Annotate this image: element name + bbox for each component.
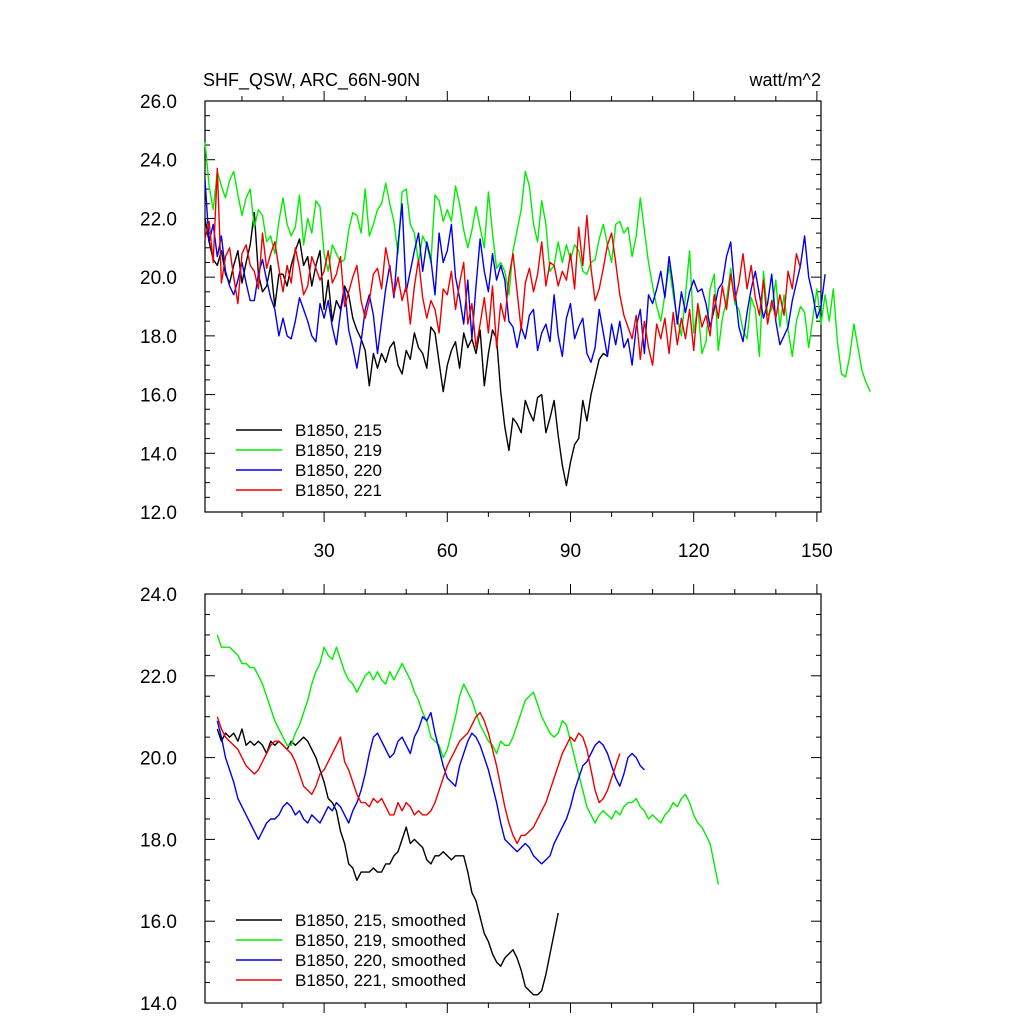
y-tick-label: 16.0 <box>140 386 177 407</box>
x-tick-label: 30 <box>314 541 335 562</box>
bottom-panel: 14.0 16.0 18.0 20.0 22.0 24.0 B1850, 215, smoo… <box>140 584 822 1015</box>
legend-label: B1850, 215 <box>295 421 382 440</box>
legend-label: B1850, 221, smoothed <box>295 971 466 990</box>
y-tick-label: 22.0 <box>140 209 177 230</box>
x-tick-label: 90 <box>560 541 581 562</box>
series-line <box>204 180 826 369</box>
legend-label: B1850, 220 <box>295 461 382 480</box>
series-line <box>204 211 608 487</box>
legend-label: B1850, 219, smoothed <box>295 931 466 950</box>
chart-title: SHF_QSW, ARC_66N-90N <box>203 70 420 91</box>
legend-label: B1850, 219 <box>295 441 382 460</box>
x-tick-label: 60 <box>437 541 458 562</box>
x-tick-label: 150 <box>801 541 833 562</box>
series-line <box>204 167 802 366</box>
y-tick-label: 18.0 <box>140 830 177 851</box>
y-tick-label: 20.0 <box>140 749 177 770</box>
y-tick-label: 22.0 <box>140 667 177 688</box>
units-label: watt/m^2 <box>749 70 821 90</box>
y-tick-label: 20.0 <box>140 268 177 289</box>
y-tick-label: 16.0 <box>140 912 177 933</box>
y-tick-label: 26.0 <box>140 92 177 113</box>
legend-label: B1850, 221 <box>295 481 382 500</box>
series-line <box>204 142 871 392</box>
legend-label: B1850, 220, smoothed <box>295 951 466 970</box>
y-tick-label: 24.0 <box>140 151 177 172</box>
series-line <box>216 728 559 996</box>
y-tick-label: 14.0 <box>140 994 177 1015</box>
y-tick-label: 24.0 <box>140 585 177 606</box>
series-line <box>216 711 621 845</box>
y-tick-label: 18.0 <box>140 327 177 348</box>
x-tick-label: 120 <box>678 541 710 562</box>
y-tick-label: 14.0 <box>140 444 177 465</box>
y-tick-label: 12.0 <box>140 503 177 524</box>
top-panel: 30 60 90 120 150 12.0 14.0 16.0 18.0 20.0 22.0 24.0… <box>140 91 871 562</box>
series-line <box>216 634 719 885</box>
series-line <box>216 711 645 865</box>
legend-label: B1850, 215, smoothed <box>295 911 466 930</box>
